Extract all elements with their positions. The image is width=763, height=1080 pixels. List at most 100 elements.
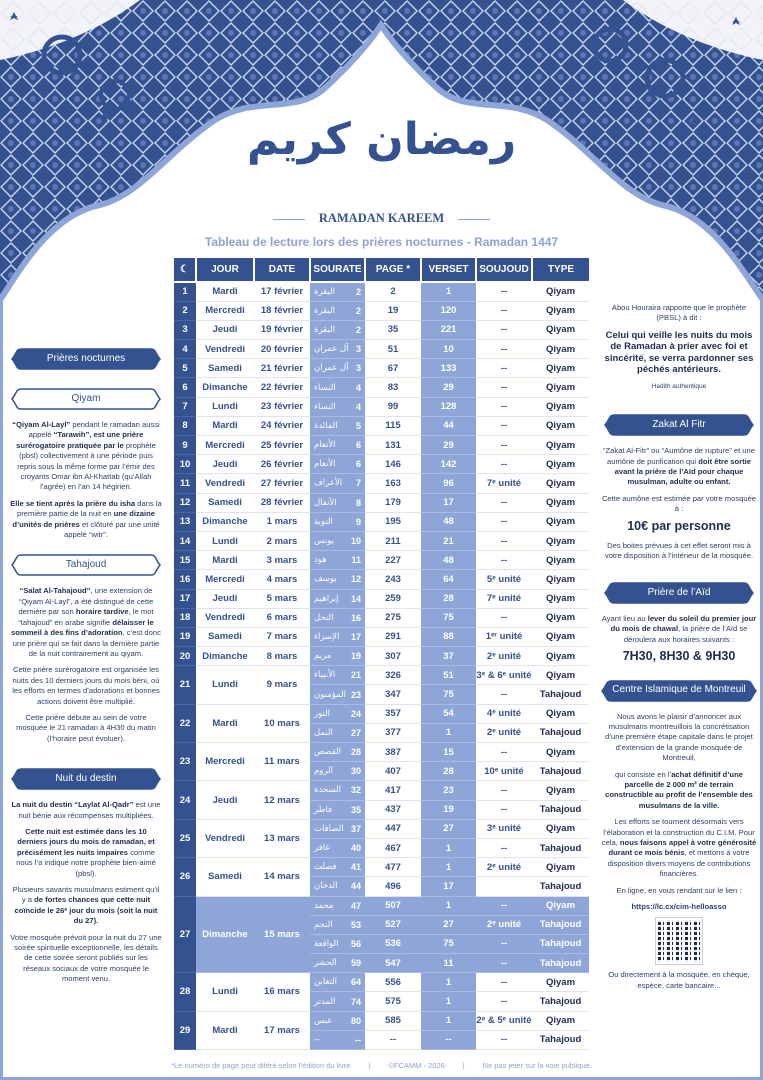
verset: 75 [421, 608, 476, 628]
day-date: 17 mars [254, 1011, 310, 1051]
soujoud: -- [476, 531, 532, 552]
day-date: 11 mars [254, 742, 310, 782]
sourate-number: 27 [350, 727, 361, 738]
day-name: Jeudi [196, 454, 254, 475]
section-banner: Centre Islamique de Montreuil [601, 679, 757, 702]
page-number: 417 [365, 780, 421, 801]
sourate-cell: -- -- [310, 1030, 365, 1051]
soujoud: -- [476, 358, 532, 379]
column-header-0: JOUR [195, 258, 254, 283]
table-row: 17 Jeudi 5 mars إبراهيم 14 259 28 7ᵉ unité Qiyam [174, 589, 589, 609]
sourate: آل عمران 3 [310, 344, 365, 354]
prayer-type: Tahajoud [532, 934, 589, 955]
day-number: 27 [174, 896, 196, 974]
soujoud: 1ᵉʳ unité [476, 627, 532, 648]
prayer-type: Tahajoud [532, 1030, 589, 1051]
soujoud: -- [476, 972, 532, 993]
sourate-cell: الصافات 37 [310, 819, 365, 839]
day-name: Vendredi [196, 473, 254, 494]
sourate: الأعراف 7 [310, 478, 365, 488]
sourate: يوسف 12 [310, 574, 365, 584]
page-number: 291 [365, 627, 421, 648]
sourate-name: النور [314, 708, 331, 719]
prayer-type: Qiyam [532, 512, 589, 532]
day-number: 23 [174, 742, 196, 782]
sourate-cell: المائدة 5 [310, 416, 365, 437]
page-title: RAMADAN KAREEM [0, 211, 763, 226]
prayer-type: Qiyam [532, 569, 589, 590]
day-date: 8 mars [254, 646, 310, 667]
soujoud: -- [476, 934, 532, 955]
table-row: النجم 53 527 27 2ᵉ unité Tahajoud [174, 915, 589, 935]
verset: 1 [421, 1011, 476, 1031]
donation-link[interactable]: https://lc.cx/cim-helloasso [631, 902, 727, 911]
sourate-number: -- [355, 1034, 361, 1045]
text-segment: prophète (pbsl) collectivement à une pér… [17, 440, 156, 492]
text-segment: Votre mosquée prévoit pour la nuit du 27… [10, 932, 162, 984]
paragraph: Elle se tient après la prière du isha da… [10, 499, 162, 541]
day-number: 28 [174, 972, 196, 1012]
verset: 88 [421, 627, 476, 648]
sourate: غافر 40 [310, 843, 365, 853]
text-segment: Cette prière surérogatoire est organisée… [12, 665, 160, 706]
table-row: 3 Jeudi 19 février البقرة 2 35 221 -- Qiyam [174, 320, 589, 341]
sourate-name: القصص [314, 747, 342, 758]
sourate-cell: محمد 47 [310, 896, 365, 916]
day-number: 13 [174, 512, 196, 532]
sourate-number: 37 [350, 823, 361, 834]
page-number: 275 [365, 608, 421, 628]
verset: 1 [421, 972, 476, 993]
prayer-type: Qiyam [532, 972, 589, 993]
verset: 29 [421, 435, 476, 456]
page-number: 507 [365, 896, 421, 916]
section-banner: Nuit du destin [11, 768, 161, 790]
soujoud [476, 876, 532, 897]
prayer-type: Qiyam [532, 301, 589, 321]
sourate: الأنفال 8 [310, 498, 365, 508]
soujoud: 3ᵉ unité [476, 819, 532, 839]
soujoud: -- [476, 377, 532, 398]
day-date: 15 mars [254, 896, 310, 974]
sourate: النحل 16 [310, 613, 365, 623]
day-number: 16 [174, 569, 196, 590]
prayer-type: Qiyam [532, 704, 589, 724]
prayer-type: Tahajoud [532, 684, 589, 705]
page-number: 575 [365, 991, 421, 1012]
table-row: 22 Mardi 10 mars النور 24 357 54 4ᵉ unité Qiyam [174, 704, 589, 744]
prayer-type: Qiyam [532, 339, 589, 360]
day-number: 24 [174, 780, 196, 820]
verset: 19 [421, 800, 476, 820]
sourate: الإسراء 17 [310, 632, 365, 642]
sourate: السجدة 32 [310, 785, 365, 795]
day-name: Mercredi [196, 435, 254, 456]
prayer-type: Qiyam [532, 780, 589, 801]
paragraph: En ligne, en vous rendant sur le lien : [601, 886, 757, 896]
section-banner: Zakat Al Fitr [604, 414, 754, 436]
sourate-name: النساء [314, 382, 336, 393]
day-date: 18 février [254, 301, 310, 321]
sourate-name: النمل [314, 727, 333, 738]
paragraph: Cette prière débute au sein de votre mos… [10, 713, 162, 744]
prayer-type: Qiyam [532, 282, 589, 302]
sourate-number: 5 [355, 420, 361, 431]
verset: 1 [421, 896, 476, 916]
verset: 64 [421, 569, 476, 590]
sourate-cell: النحل 16 [310, 608, 365, 628]
table-row: الحشر 59 547 11 -- Tahajoud [174, 953, 589, 974]
page-number: 437 [365, 800, 421, 820]
page-number: 211 [365, 531, 421, 552]
soujoud: 3ᵉ & 6ᵉ unité [476, 665, 532, 686]
sourate-number: 2 [355, 324, 361, 335]
prayer-type: Tahajoud [532, 953, 589, 974]
paragraph: Les efforts se tournent désormais vers l… [601, 817, 757, 879]
day-name: Samedi [196, 358, 254, 379]
day-number: 29 [174, 1011, 196, 1051]
footer-text: ©FCAMM - 2026 [388, 1061, 445, 1070]
page-number: 2 [365, 282, 421, 302]
page-number: 195 [365, 512, 421, 532]
sourate-cell: الأنبياء 21 [310, 665, 365, 686]
paragraph: qui consiste en l’achat définitif d’une … [601, 770, 757, 812]
sourate: يونس 10 [310, 536, 365, 546]
soujoud: -- [476, 742, 532, 763]
soujoud: -- [476, 301, 532, 321]
